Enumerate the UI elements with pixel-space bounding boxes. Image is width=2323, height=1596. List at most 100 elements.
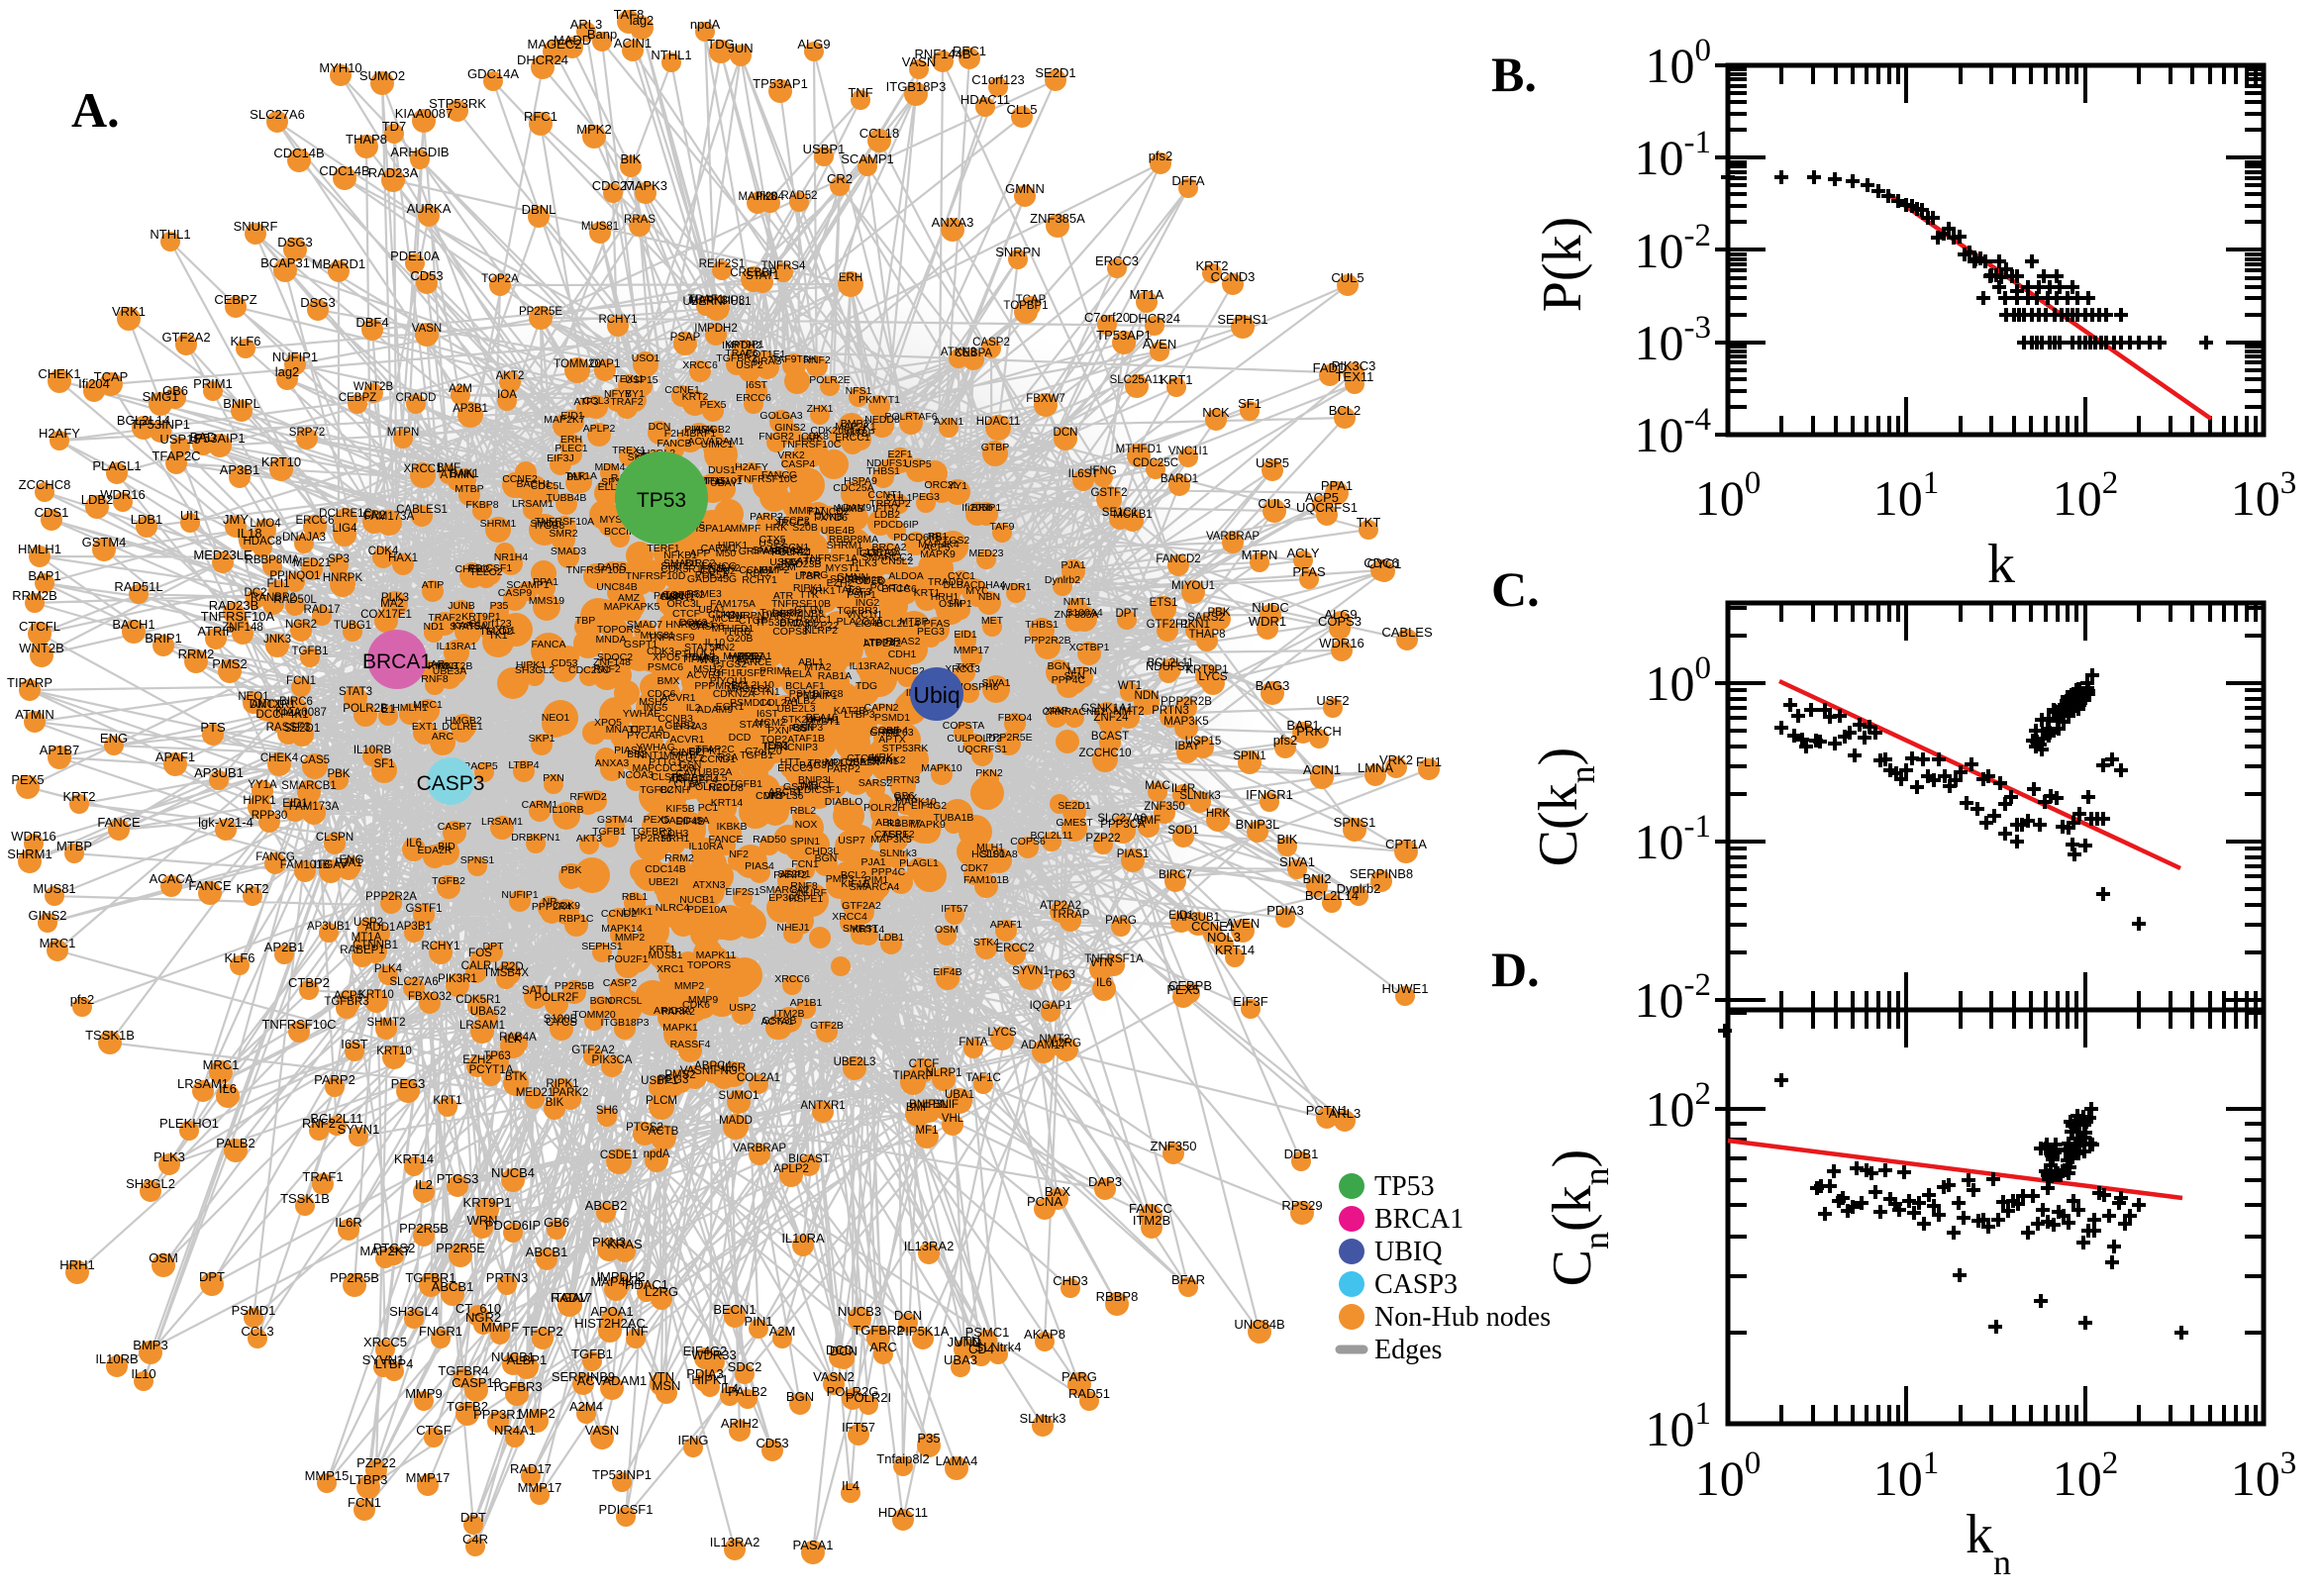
svg-text:PSMD1: PSMD1 (232, 1303, 276, 1318)
svg-text:MMP2: MMP2 (674, 980, 704, 992)
svg-text:MTPN: MTPN (387, 427, 420, 439)
svg-text:IQGAP1: IQGAP1 (1030, 1000, 1072, 1012)
svg-text:PLAGL1: PLAGL1 (92, 458, 141, 473)
svg-text:FOS: FOS (468, 948, 492, 959)
svg-text:MF1: MF1 (916, 1125, 939, 1137)
svg-text:EID1: EID1 (560, 410, 584, 422)
svg-text:PLK3: PLK3 (153, 1149, 185, 1164)
svg-text:MYH10: MYH10 (319, 60, 361, 75)
svg-text:JUNB: JUNB (448, 600, 474, 612)
svg-text:PBK: PBK (560, 864, 581, 876)
svg-text:IL6R: IL6R (335, 1215, 361, 1230)
svg-text:LTBP3: LTBP3 (863, 637, 894, 648)
svg-text:FKBP8: FKBP8 (465, 499, 498, 511)
svg-text:MAPK10: MAPK10 (921, 762, 962, 774)
svg-text:DC2: DC2 (244, 587, 266, 599)
svg-text:PP2R5E: PP2R5E (519, 306, 562, 318)
svg-text:PIK3CA: PIK3CA (592, 1054, 633, 1066)
svg-text:CLL5: CLL5 (702, 772, 727, 784)
svg-text:SUMO1: SUMO1 (719, 1090, 759, 1102)
svg-text:HMLH1: HMLH1 (18, 542, 61, 556)
svg-text:POLR2H: POLR2H (863, 802, 905, 814)
svg-text:APOA1: APOA1 (590, 1304, 633, 1319)
svg-text:MAPK3: MAPK3 (624, 178, 667, 193)
svg-text:USP15: USP15 (1185, 736, 1221, 748)
svg-text:S100A4: S100A4 (1065, 607, 1103, 619)
svg-text:RBL2: RBL2 (790, 805, 816, 817)
svg-text:MIYOU1: MIYOU1 (1171, 580, 1215, 592)
svg-text:SLNtrk3: SLNtrk3 (1179, 790, 1221, 802)
svg-text:SYVN1: SYVN1 (338, 1122, 380, 1137)
svg-text:RFWD2: RFWD2 (569, 791, 606, 803)
svg-text:HIP1: HIP1 (949, 598, 972, 610)
svg-text:PCYT1A: PCYT1A (469, 1064, 514, 1076)
svg-text:DCN: DCN (894, 1308, 922, 1323)
svg-text:VTN: VTN (649, 1369, 674, 1384)
svg-text:Ifi204: Ifi204 (757, 191, 785, 203)
svg-text:TDG: TDG (856, 680, 877, 692)
svg-text:BMP3: BMP3 (133, 1338, 167, 1352)
svg-text:CDS1: CDS1 (35, 505, 69, 520)
svg-text:MAPK14: MAPK14 (601, 923, 643, 935)
svg-text:S100A8: S100A8 (980, 848, 1018, 860)
svg-text:OSM: OSM (935, 924, 959, 936)
svg-text:PPP2R2B: PPP2R2B (1161, 696, 1212, 708)
svg-text:LRSAM1: LRSAM1 (512, 498, 554, 510)
svg-text:DPT: DPT (1116, 608, 1139, 620)
svg-text:PSMC1: PSMC1 (796, 614, 832, 626)
svg-text:TCAP: TCAP (1016, 294, 1047, 306)
svg-text:BFAR: BFAR (1171, 1272, 1205, 1287)
svg-text:XRCC1: XRCC1 (404, 463, 443, 475)
svg-text:ENG: ENG (100, 731, 128, 746)
svg-text:PDE10A: PDE10A (687, 904, 727, 916)
svg-text:CUL2: CUL2 (678, 752, 705, 764)
svg-text:RAD17: RAD17 (510, 1461, 552, 1476)
svg-text:CTGF: CTGF (739, 615, 767, 627)
svg-text:k: k (1987, 534, 2015, 595)
svg-text:LTBP4: LTBP4 (375, 1356, 414, 1371)
svg-text:RASSF4: RASSF4 (670, 1039, 711, 1050)
svg-text:IL6: IL6 (1096, 977, 1112, 989)
svg-text:CDC14B: CDC14B (645, 863, 685, 875)
svg-text:PEG3: PEG3 (912, 491, 940, 503)
svg-text:MUS81: MUS81 (33, 881, 75, 896)
svg-text:MMP17: MMP17 (518, 1480, 562, 1495)
svg-text:Banp: Banp (587, 27, 617, 42)
svg-text:lag2: lag2 (275, 364, 300, 379)
svg-text:USBP1: USBP1 (803, 142, 846, 156)
svg-text:XCTBP1: XCTBP1 (1069, 642, 1110, 653)
svg-text:PDICSF1: PDICSF1 (797, 784, 842, 796)
svg-text:PEG3: PEG3 (391, 1076, 426, 1091)
svg-text:BIRC6: BIRC6 (279, 696, 313, 708)
svg-text:RBL1: RBL1 (622, 891, 648, 903)
svg-text:ACIN1: ACIN1 (1303, 762, 1341, 777)
svg-text:SPIN1: SPIN1 (1233, 750, 1265, 762)
svg-text:TGFB2: TGFB2 (447, 1399, 488, 1414)
svg-text:MAGEC2: MAGEC2 (528, 37, 582, 51)
svg-text:ACLY: ACLY (1287, 546, 1320, 560)
svg-text:IL6: IL6 (219, 1081, 237, 1096)
svg-text:TOMM20: TOMM20 (554, 358, 601, 370)
svg-text:TGFBR3: TGFBR3 (491, 1379, 542, 1394)
svg-text:SMG1: SMG1 (143, 389, 179, 404)
svg-text:NLRC4: NLRC4 (656, 902, 690, 914)
svg-text:MED23: MED23 (968, 548, 1003, 559)
svg-text:IFT57: IFT57 (941, 903, 968, 915)
svg-text:I6ST: I6ST (341, 1037, 368, 1051)
svg-text:SLNtrk4: SLNtrk4 (975, 1340, 1022, 1354)
svg-text:RBBP8MA: RBBP8MA (246, 554, 300, 566)
svg-text:PBK: PBK (327, 768, 350, 780)
svg-text:BRCA1: BRCA1 (362, 650, 432, 673)
svg-text:SHRM1: SHRM1 (480, 518, 517, 530)
svg-text:BCL2: BCL2 (1329, 403, 1362, 418)
svg-text:SDC2: SDC2 (728, 1359, 762, 1374)
svg-text:TP53: TP53 (637, 489, 686, 512)
svg-text:NMT2: NMT2 (1113, 706, 1144, 718)
svg-text:SP3: SP3 (328, 553, 350, 565)
svg-text:MTBP: MTBP (56, 839, 92, 853)
svg-text:PDICSF1: PDICSF1 (599, 1502, 654, 1517)
svg-text:TP63: TP63 (1048, 969, 1075, 981)
svg-text:AMZ: AMZ (618, 592, 641, 604)
svg-text:IL10RA: IL10RA (781, 1231, 825, 1246)
svg-text:UQCRFS1: UQCRFS1 (1296, 500, 1358, 515)
